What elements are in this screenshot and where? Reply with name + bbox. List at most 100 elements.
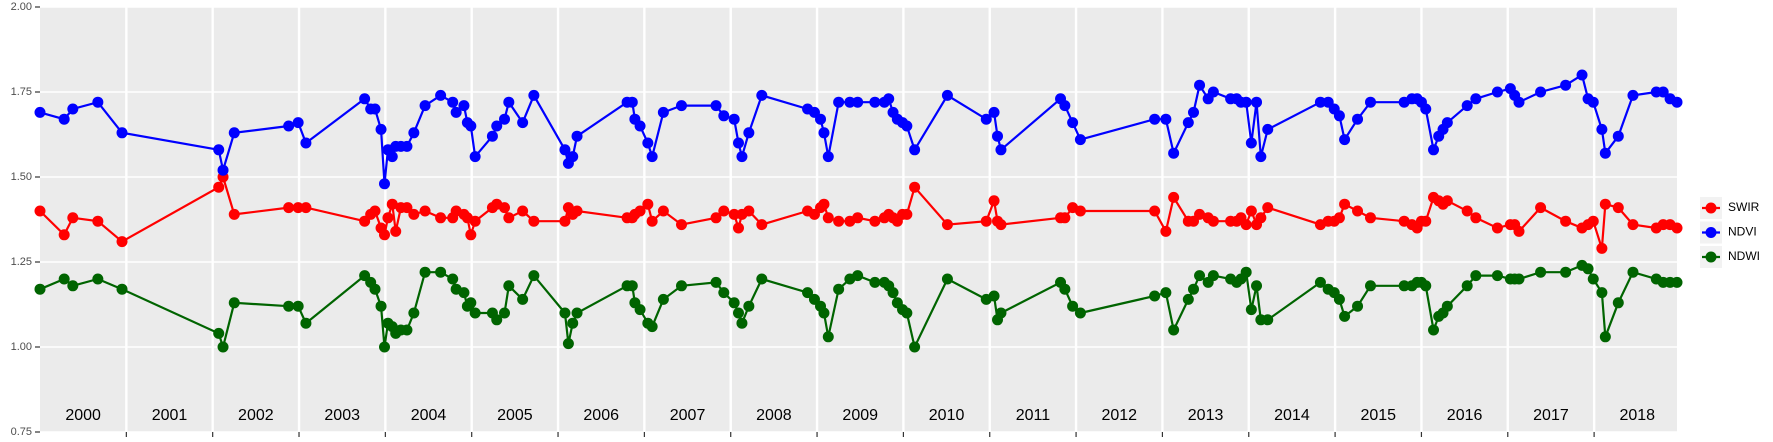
y-tick-label: 1.25 (11, 256, 32, 268)
data-point (1255, 212, 1267, 224)
data-point (447, 273, 459, 285)
data-point (736, 317, 748, 329)
data-point (869, 276, 881, 288)
data-point (883, 93, 895, 105)
data-point (283, 120, 295, 132)
x-tick-label: 2001 (152, 407, 188, 424)
data-point (980, 215, 992, 227)
data-point (1671, 96, 1683, 108)
data-point (1333, 110, 1345, 122)
data-point (676, 280, 688, 292)
data-point (710, 100, 722, 112)
data-point (503, 96, 515, 108)
data-point (901, 208, 913, 220)
data-point (419, 205, 431, 217)
data-point (1596, 287, 1608, 299)
data-point (458, 287, 470, 299)
data-point (386, 198, 398, 210)
data-point (1461, 100, 1473, 112)
data-point (67, 280, 79, 292)
data-point (833, 96, 845, 108)
x-tick-label: 2015 (1360, 407, 1396, 424)
data-point (292, 300, 304, 312)
legend-symbol (1705, 227, 1717, 238)
data-point (217, 164, 229, 176)
data-point (1587, 273, 1599, 285)
data-point (213, 181, 225, 193)
data-point (1207, 215, 1219, 227)
data-point (435, 212, 447, 224)
data-point (1596, 242, 1608, 254)
data-point (1428, 324, 1440, 336)
data-point (657, 205, 669, 217)
data-point (1461, 280, 1473, 292)
data-point (401, 140, 413, 152)
data-point (1428, 144, 1440, 156)
x-tick-label: 2016 (1447, 407, 1483, 424)
data-point (634, 120, 646, 132)
data-point (1420, 215, 1432, 227)
data-point (375, 123, 387, 135)
data-point (1535, 266, 1547, 278)
data-point (1612, 202, 1624, 214)
data-point (1333, 293, 1345, 305)
data-point (1576, 69, 1588, 81)
data-point (517, 293, 529, 305)
y-tick-label: 1.75 (11, 86, 32, 98)
data-point (1187, 283, 1199, 295)
data-point (988, 195, 1000, 207)
data-point (369, 283, 381, 295)
data-point (710, 276, 722, 288)
data-point (213, 144, 225, 156)
data-point (34, 205, 46, 217)
data-point (503, 212, 515, 224)
data-point (1657, 86, 1669, 98)
data-point (732, 137, 744, 149)
data-point (887, 287, 899, 299)
data-point (465, 229, 477, 241)
data-point (642, 198, 654, 210)
data-point (1194, 208, 1206, 220)
legend-label: SWIR (1728, 200, 1760, 214)
data-point (833, 215, 845, 227)
data-point (469, 151, 481, 163)
data-point (1599, 331, 1611, 343)
y-tick-label: 1.50 (11, 171, 32, 183)
data-point (300, 137, 312, 149)
data-point (378, 341, 390, 353)
data-point (1333, 212, 1345, 224)
data-point (567, 151, 579, 163)
data-point (1059, 100, 1071, 112)
data-point (1599, 198, 1611, 210)
data-point (1560, 266, 1572, 278)
data-point (408, 127, 420, 139)
data-point (408, 307, 420, 319)
data-point (1441, 300, 1453, 312)
x-tick-label: 2002 (238, 407, 274, 424)
data-point (419, 100, 431, 112)
data-point (228, 208, 240, 220)
data-point (1599, 147, 1611, 159)
data-point (1470, 212, 1482, 224)
data-point (375, 300, 387, 312)
data-point (646, 151, 658, 163)
data-point (626, 96, 638, 108)
data-point (450, 106, 462, 118)
y-tick-label: 0.75 (11, 426, 32, 438)
data-point (1352, 113, 1364, 125)
data-point (1245, 304, 1257, 316)
data-point (1255, 151, 1267, 163)
data-point (1627, 266, 1639, 278)
data-point (844, 96, 856, 108)
data-point (1352, 205, 1364, 217)
x-tick-label: 2007 (670, 407, 706, 424)
data-point (718, 110, 730, 122)
data-point (1461, 205, 1473, 217)
data-point (1491, 86, 1503, 98)
data-point (386, 151, 398, 163)
data-point (300, 202, 312, 214)
data-point (818, 127, 830, 139)
data-point (559, 215, 571, 227)
x-tick-label: 2010 (929, 407, 965, 424)
data-point (369, 103, 381, 115)
